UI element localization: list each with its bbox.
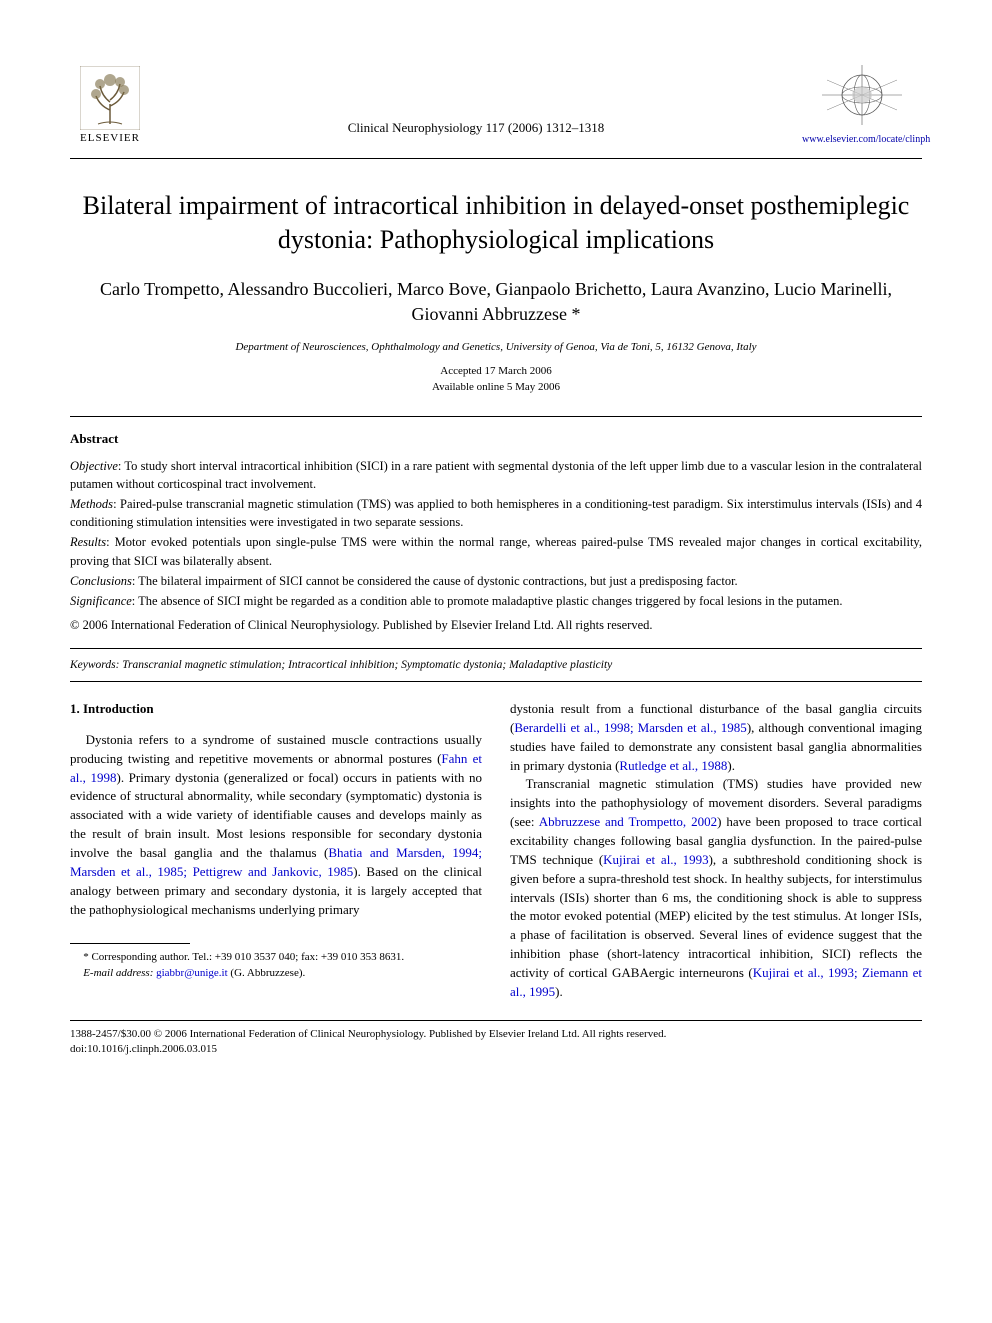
citation-link[interactable]: Berardelli et al., 1998; Marsden et al.,… [514, 720, 746, 735]
journal-logo-block: www.elsevier.com/locate/clinph [802, 60, 922, 145]
left-column: 1. Introduction Dystonia refers to a syn… [70, 700, 482, 1002]
journal-url[interactable]: www.elsevier.com/locate/clinph [802, 134, 922, 145]
body-paragraph: Dystonia refers to a syndrome of sustain… [70, 731, 482, 919]
footer-doi: doi:10.1016/j.clinph.2006.03.015 [70, 1042, 922, 1057]
methods-label: Methods [70, 497, 113, 511]
conclusions-label: Conclusions [70, 574, 132, 588]
publisher-logo: ELSEVIER [70, 60, 150, 150]
body-paragraph: Transcranial magnetic stimulation (TMS) … [510, 775, 922, 1001]
right-column: dystonia result from a functional distur… [510, 700, 922, 1002]
methods-text: : Paired-pulse transcranial magnetic sti… [70, 497, 922, 529]
conclusions-text: : The bilateral impairment of SICI canno… [132, 574, 738, 588]
journal-globe-icon [817, 60, 907, 130]
abstract-copyright: © 2006 International Federation of Clini… [70, 616, 922, 634]
affiliation: Department of Neurosciences, Ophthalmolo… [70, 341, 922, 353]
publication-dates: Accepted 17 March 2006 Available online … [70, 363, 922, 396]
keywords-text: Transcranial magnetic stimulation; Intra… [119, 659, 612, 671]
results-text: : Motor evoked potentials upon single-pu… [70, 535, 922, 567]
abstract-heading: Abstract [70, 431, 922, 447]
citation-link[interactable]: Rutledge et al., 1988 [619, 758, 727, 773]
body-paragraph: dystonia result from a functional distur… [510, 700, 922, 775]
significance-text: : The absence of SICI might be regarded … [132, 594, 843, 608]
keywords-label: Keywords: [70, 659, 119, 671]
keywords-row: Keywords: Transcranial magnetic stimulat… [70, 659, 922, 671]
email-label: E-mail address: [83, 967, 153, 979]
journal-reference: Clinical Neurophysiology 117 (2006) 1312… [150, 60, 802, 136]
author-list: Carlo Trompetto, Alessandro Buccolieri, … [70, 277, 922, 327]
page-footer: 1388-2457/$30.00 © 2006 International Fe… [70, 1027, 922, 1058]
corresponding-author-footnote: * Corresponding author. Tel.: +39 010 35… [70, 950, 482, 981]
email-who: (G. Abbruzzese). [228, 967, 306, 979]
keywords-bottom-divider [70, 681, 922, 682]
objective-label: Objective [70, 459, 118, 473]
objective-text: : To study short interval intracortical … [70, 459, 922, 491]
citation-link[interactable]: Abbruzzese and Trompetto, 2002 [539, 814, 717, 829]
publisher-name: ELSEVIER [80, 132, 140, 144]
article-title: Bilateral impairment of intracortical in… [70, 189, 922, 257]
header-divider [70, 158, 922, 159]
significance-label: Significance [70, 594, 132, 608]
elsevier-tree-icon [80, 66, 140, 130]
section-heading-introduction: 1. Introduction [70, 700, 482, 719]
footer-divider [70, 1020, 922, 1021]
online-date: Available online 5 May 2006 [432, 381, 560, 393]
citation-link[interactable]: Kujirai et al., 1993 [603, 852, 708, 867]
page-header: ELSEVIER Clinical Neurophysiology 117 (2… [70, 60, 922, 150]
abstract-body: Objective: To study short interval intra… [70, 457, 922, 634]
body-columns: 1. Introduction Dystonia refers to a syn… [70, 700, 922, 1002]
footnote-divider [70, 943, 190, 944]
keywords-top-divider [70, 648, 922, 649]
accepted-date: Accepted 17 March 2006 [440, 365, 552, 377]
abstract-top-divider [70, 416, 922, 417]
email-link[interactable]: giabbr@unige.it [153, 967, 227, 979]
footer-issn-copyright: 1388-2457/$30.00 © 2006 International Fe… [70, 1027, 922, 1042]
results-label: Results [70, 535, 106, 549]
footnote-tel-fax: * Corresponding author. Tel.: +39 010 35… [70, 950, 482, 965]
